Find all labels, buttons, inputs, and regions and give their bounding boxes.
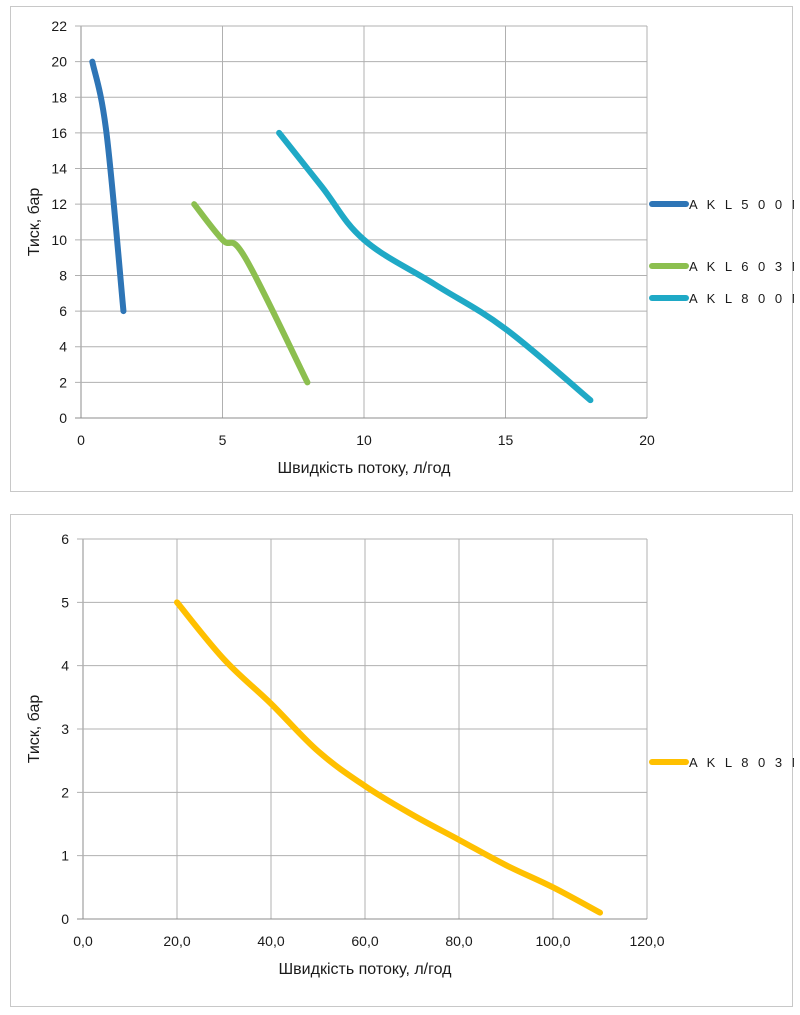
chart-1-y-tick-label: 18 [51, 89, 67, 105]
chart-1-y-tick-label: 16 [51, 125, 67, 141]
chart-1-y-tick-label: 4 [59, 339, 67, 355]
chart-1-x-tick-label: 15 [498, 432, 514, 448]
chart-2-x-tick-label: 120,0 [629, 933, 664, 949]
chart-2-y-tick-label: 6 [61, 531, 69, 547]
chart-1-series-line-1 [89, 58, 127, 315]
chart-1-y-tick-label: 20 [51, 54, 67, 70]
chart-2-x-tick-label: 60,0 [351, 933, 378, 949]
chart-1-y-tick-label: 14 [51, 161, 67, 177]
chart-2-y-tick-label: 1 [61, 848, 69, 864]
chart-panel-1: 0 5 10 15 20 0 2 4 6 8 10 12 14 16 18 20 22 Швидкість пот… [10, 6, 794, 492]
chart-1-legend-label-3: A K L 8 0 0 N [689, 291, 794, 306]
chart-2-y-tick-label: 0 [61, 911, 69, 927]
chart-1-y-tick-label: 22 [51, 18, 67, 34]
chart-1-x-axis-title: Швидкість потоку, л/год [278, 460, 452, 477]
chart-1-x-tick-label: 10 [356, 432, 372, 448]
chart-1-y-tick-label: 6 [59, 303, 67, 319]
chart-2-y-tick-label: 5 [61, 594, 69, 610]
chart-1-x-tick-label: 5 [219, 432, 227, 448]
chart-2-y-tick-label: 2 [61, 784, 69, 800]
chart-2-x-tick-label: 80,0 [445, 933, 472, 949]
chart-2-x-axis-title: Швидкість потоку, л/год [279, 961, 453, 978]
chart-2-x-tick-label: 40,0 [257, 933, 284, 949]
chart-1-y-axis-title: Тиск, бар [26, 188, 43, 257]
chart-1-legend-label-1: A K L 5 0 0 N [689, 197, 794, 212]
chart-2-x-tick-label: 100,0 [535, 933, 570, 949]
chart-1-legend-label-2: A K L 6 0 3 N [689, 259, 794, 274]
chart-1-svg: 0 5 10 15 20 0 2 4 6 8 10 12 14 16 18 20 22 Швидкість пот… [26, 18, 794, 477]
chart-1-y-tick-label: 12 [51, 196, 67, 212]
chart-panel-2: 0,0 20,0 40,0 60,0 80,0 100,0 120,0 0 1 2 3 4 5 6 Швид… [10, 514, 794, 1007]
chart-1-y-tick-label: 8 [59, 267, 67, 283]
chart-2-y-tick-label: 4 [61, 658, 69, 674]
chart-2-y-axis-title: Тиск, бар [26, 695, 43, 764]
chart-2-series-line-1 [174, 599, 603, 916]
chart-1-x-tick-label: 0 [77, 432, 85, 448]
chart-2-legend-label-1: A K L 8 0 3 N [689, 755, 794, 770]
chart-1-y-tick-label: 10 [51, 232, 67, 248]
chart-2-y-tick-label: 3 [61, 721, 69, 737]
chart-2-x-tick-label: 20,0 [163, 933, 190, 949]
chart-1-series-line-3 [276, 129, 594, 404]
chart-2-x-tick-label: 0,0 [73, 933, 93, 949]
chart-2-svg: 0,0 20,0 40,0 60,0 80,0 100,0 120,0 0 1 2 3 4 5 6 Швид… [26, 531, 794, 978]
chart-1-series-line-2 [191, 201, 311, 386]
chart-1-y-tick-label: 0 [59, 410, 67, 426]
chart-1-y-tick-label: 2 [59, 374, 67, 390]
chart-1-x-tick-label: 20 [639, 432, 655, 448]
